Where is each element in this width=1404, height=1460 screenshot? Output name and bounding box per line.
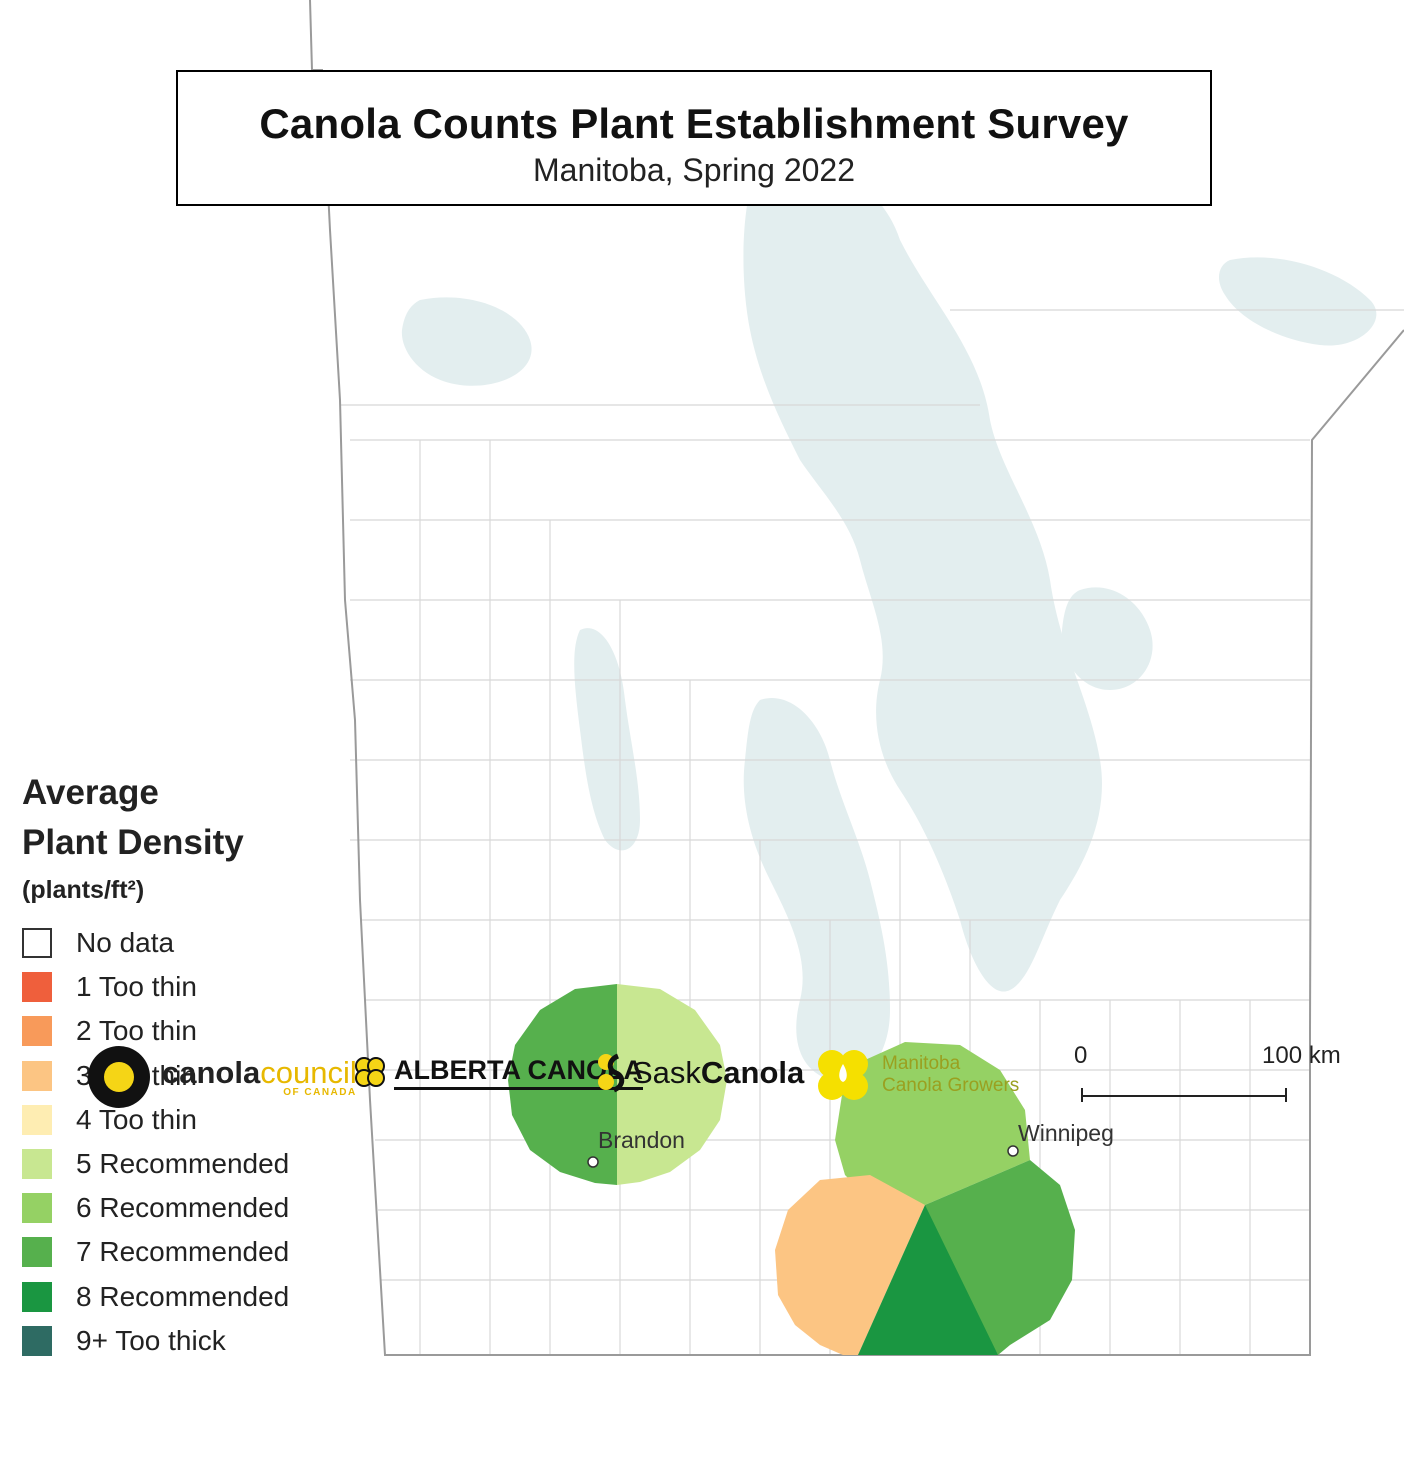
legend-title-line1: Average (22, 773, 159, 812)
canola-council-icon (88, 1046, 150, 1108)
region-south-east (925, 1160, 1075, 1355)
legend-units: (plants/ft²) (22, 876, 145, 904)
legend-swatch (22, 972, 52, 1003)
sask-canola-text-a: Sask (632, 1055, 701, 1090)
legend-item-no-data: No data (22, 921, 352, 965)
legend-items: No data 1 Too thin 2 Too thin 3 Too thin… (22, 921, 352, 1363)
legend-label: 9+ Too thick (76, 1324, 226, 1356)
region-south-central (858, 1205, 998, 1355)
flower-icon (818, 1050, 868, 1100)
canola-council-subtext: OF CANADA (283, 1086, 357, 1098)
legend-label: No data (76, 927, 175, 959)
legend-swatch (22, 1193, 52, 1224)
city-marker-brandon (587, 1156, 599, 1168)
city-label-brandon: Brandon (598, 1127, 685, 1153)
map-subtitle: Manitoba, Spring 2022 (533, 152, 855, 188)
legend: Average Plant Density (plants/ft²) No da… (22, 768, 352, 1363)
scale-bar: 0 100 km (1068, 1042, 1368, 1112)
lake-northwest (401, 297, 532, 386)
legend-label: 8 Recommended (76, 1280, 290, 1312)
legend-swatch (22, 1281, 52, 1312)
lake-winnipeg (743, 158, 1102, 992)
legend-label: 4 Too thin (76, 1103, 197, 1135)
legend-item-6: 6 Recommended (22, 1186, 352, 1230)
clover-icon (355, 1057, 385, 1087)
legend-title-line2: Plant Density (22, 823, 244, 862)
city-label-winnipeg: Winnipeg (1018, 1120, 1114, 1146)
legend-label: 2 Too thin (76, 1015, 197, 1047)
map-title: Canola Counts Plant Establishment Survey (259, 100, 1129, 147)
legend-swatch (22, 1325, 52, 1356)
sask-canola-logo: SaskCanola (596, 1052, 804, 1094)
manitoba-text-line2: Canola Growers (882, 1075, 1020, 1096)
legend-swatch (22, 1237, 52, 1268)
legend-item-7: 7 Recommended (22, 1230, 352, 1274)
legend-item-5: 5 Recommended (22, 1142, 352, 1186)
legend-item-2: 2 Too thin (22, 1009, 352, 1053)
title-box: Canola Counts Plant Establishment Survey… (176, 70, 1212, 206)
canola-council-text-a: canola (162, 1054, 261, 1090)
legend-label: 6 Recommended (76, 1192, 290, 1224)
sask-canola-icon (598, 1053, 625, 1093)
region-south-west (775, 1175, 925, 1355)
manitoba-canola-growers-logo: Manitoba Canola Growers (812, 1044, 1019, 1106)
lake-east (1061, 587, 1153, 690)
legend-swatch (22, 1016, 52, 1047)
legend-item-1: 1 Too thin (22, 965, 352, 1009)
scale-line (1081, 1088, 1287, 1102)
sponsor-logos: canolacouncil OF CANADA ALBERTA CANOLA S… (0, 1040, 1404, 1140)
lake-manitoba (743, 698, 890, 1082)
manitoba-text-line1: Manitoba (882, 1053, 961, 1075)
legend-item-9: 9+ Too thick (22, 1319, 352, 1363)
legend-swatch (22, 1149, 52, 1180)
canola-council-text-b: council (260, 1054, 357, 1090)
legend-item-4: 4 Too thin (22, 1098, 352, 1142)
survey-regions (508, 984, 1075, 1355)
region-brandon-west (508, 984, 617, 1185)
legend-item-8: 8 Recommended (22, 1275, 352, 1319)
legend-label: 7 Recommended (76, 1236, 290, 1268)
canola-council-logo: canolacouncil OF CANADA (88, 1046, 357, 1108)
water-bodies (401, 77, 1377, 1082)
cities: Brandon Winnipeg (587, 1120, 1114, 1168)
sask-canola-text-b: Canola (700, 1055, 805, 1090)
lake-upper-east (1218, 257, 1377, 346)
city-marker-winnipeg (1007, 1145, 1019, 1157)
legend-swatch (22, 1060, 52, 1091)
scale-start-label: 0 (1074, 1042, 1088, 1069)
scale-end-label: 100 km (1262, 1042, 1341, 1069)
legend-swatch (22, 928, 52, 959)
legend-label: 5 Recommended (76, 1148, 290, 1180)
lake-winnipegosis (574, 628, 640, 851)
legend-label: 1 Too thin (76, 971, 197, 1003)
region-brandon-east (617, 984, 727, 1185)
legend-swatch (22, 1104, 52, 1135)
region-winnipeg-west (835, 1042, 1030, 1210)
